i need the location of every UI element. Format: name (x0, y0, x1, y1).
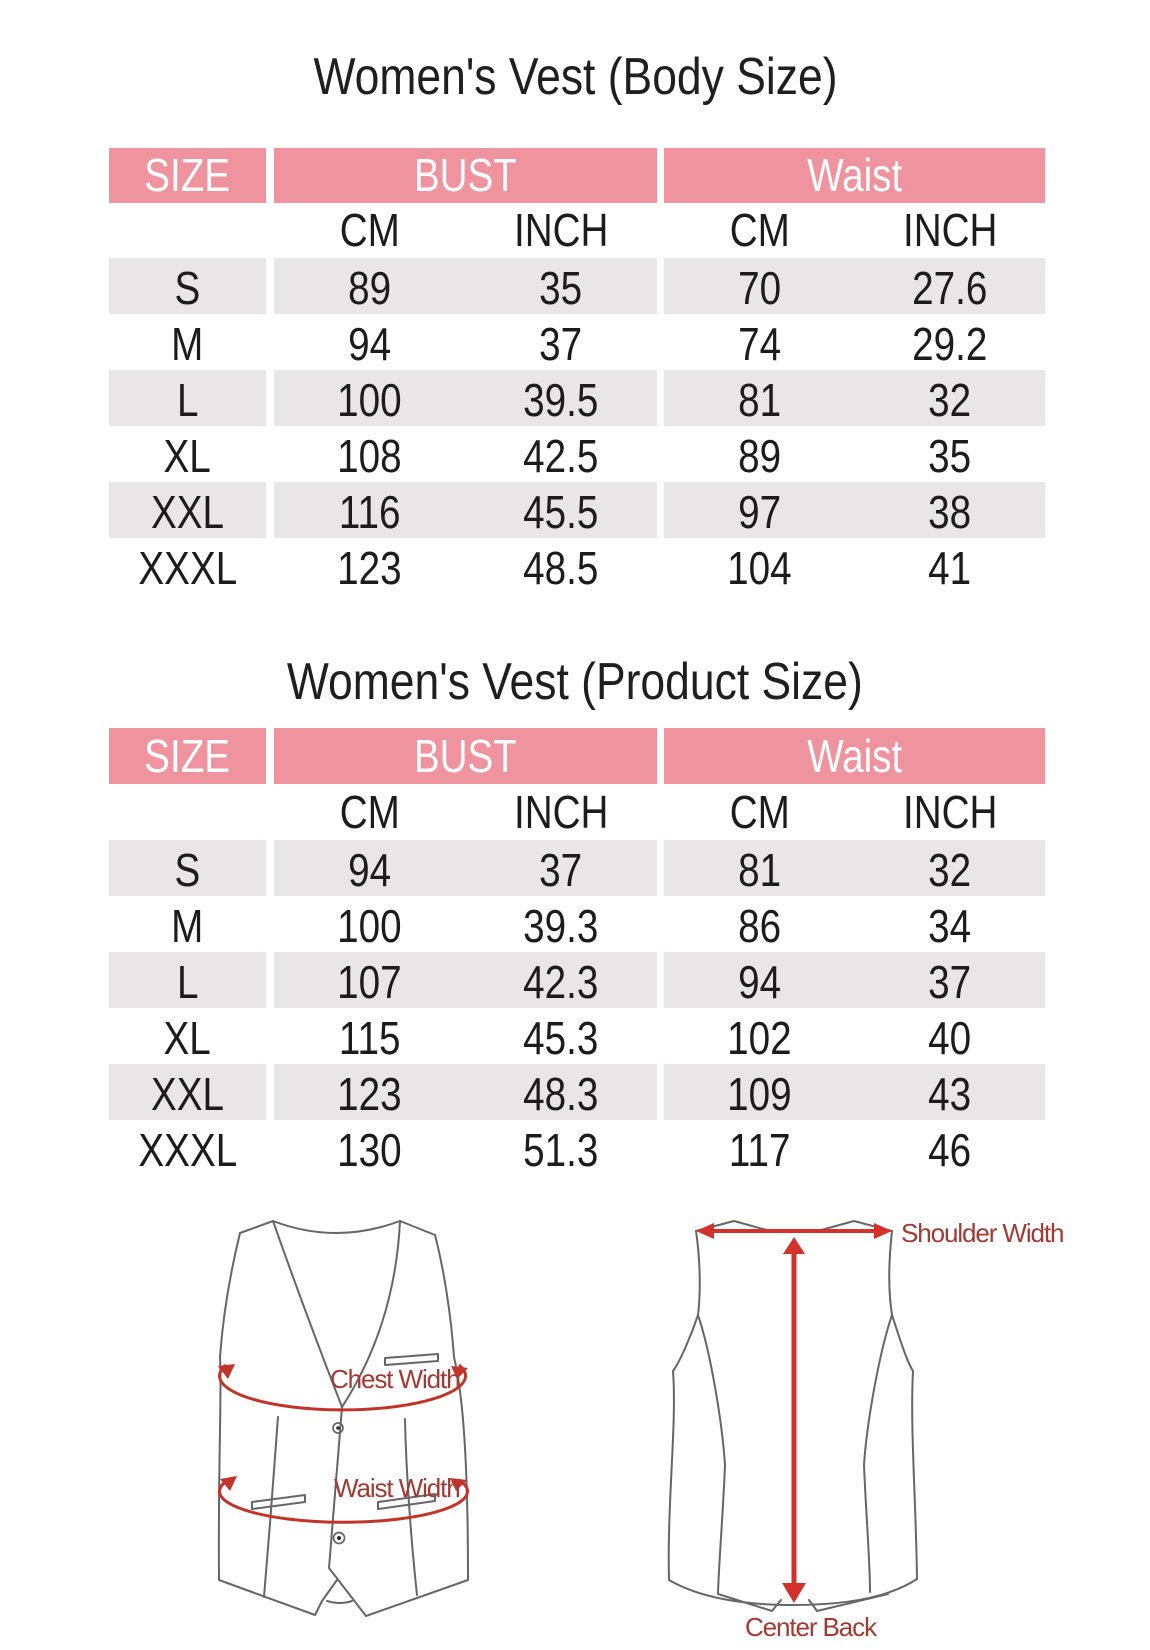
svg-text:Waist Width: Waist Width (334, 1473, 460, 1503)
svg-text:Chest Width: Chest Width (330, 1364, 460, 1394)
svg-text:Shoulder Width: Shoulder Width (901, 1218, 1063, 1248)
svg-text:Center Back: Center Back (745, 1612, 878, 1642)
